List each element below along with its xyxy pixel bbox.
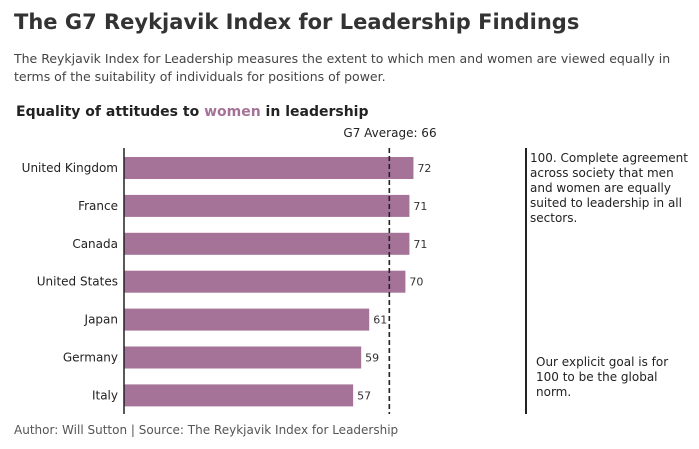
category-label: Italy (92, 388, 118, 402)
note-explicit-goal: Our explicit goal is for 100 to be the g… (536, 355, 669, 399)
value-label: 70 (409, 276, 423, 289)
chart-heading-suffix: in leadership (260, 104, 369, 120)
category-label: United States (37, 275, 118, 289)
value-label: 57 (357, 389, 371, 402)
bar (124, 157, 414, 179)
category-label: Canada (72, 237, 118, 251)
scale-max-rule (525, 148, 527, 414)
value-label: 71 (413, 200, 427, 213)
bar (124, 232, 410, 255)
category-label: Germany (63, 351, 118, 365)
value-label: 61 (373, 314, 387, 327)
chart-heading: Equality of attitudes to women in leader… (16, 104, 368, 120)
average-label: G7 Average: 66 (343, 126, 437, 140)
value-label: 59 (365, 352, 379, 365)
page-subtitle: The Reykjavik Index for Leadership measu… (14, 51, 671, 84)
category-label: France (78, 199, 118, 213)
bar-chart: United Kingdom 72 France 71 Canada 71 United S… (22, 148, 431, 414)
bar (124, 270, 406, 293)
category-label: United Kingdom (22, 161, 118, 175)
bar (124, 308, 370, 331)
page-title: The G7 Reykjavik Index for Leadership Fi… (14, 10, 580, 34)
chart-heading-accent: women (204, 104, 261, 120)
bar (124, 384, 354, 407)
value-label: 71 (413, 238, 427, 251)
note-complete-agreement: 100. Complete agreement across society t… (530, 151, 688, 225)
chart-heading-prefix: Equality of attitudes to (16, 104, 205, 120)
bar (124, 194, 410, 217)
category-label: Japan (84, 313, 118, 327)
footer-credit: Author: Will Sutton | Source: The Reykja… (14, 423, 399, 437)
value-label: 72 (417, 162, 431, 175)
bar (124, 346, 362, 369)
